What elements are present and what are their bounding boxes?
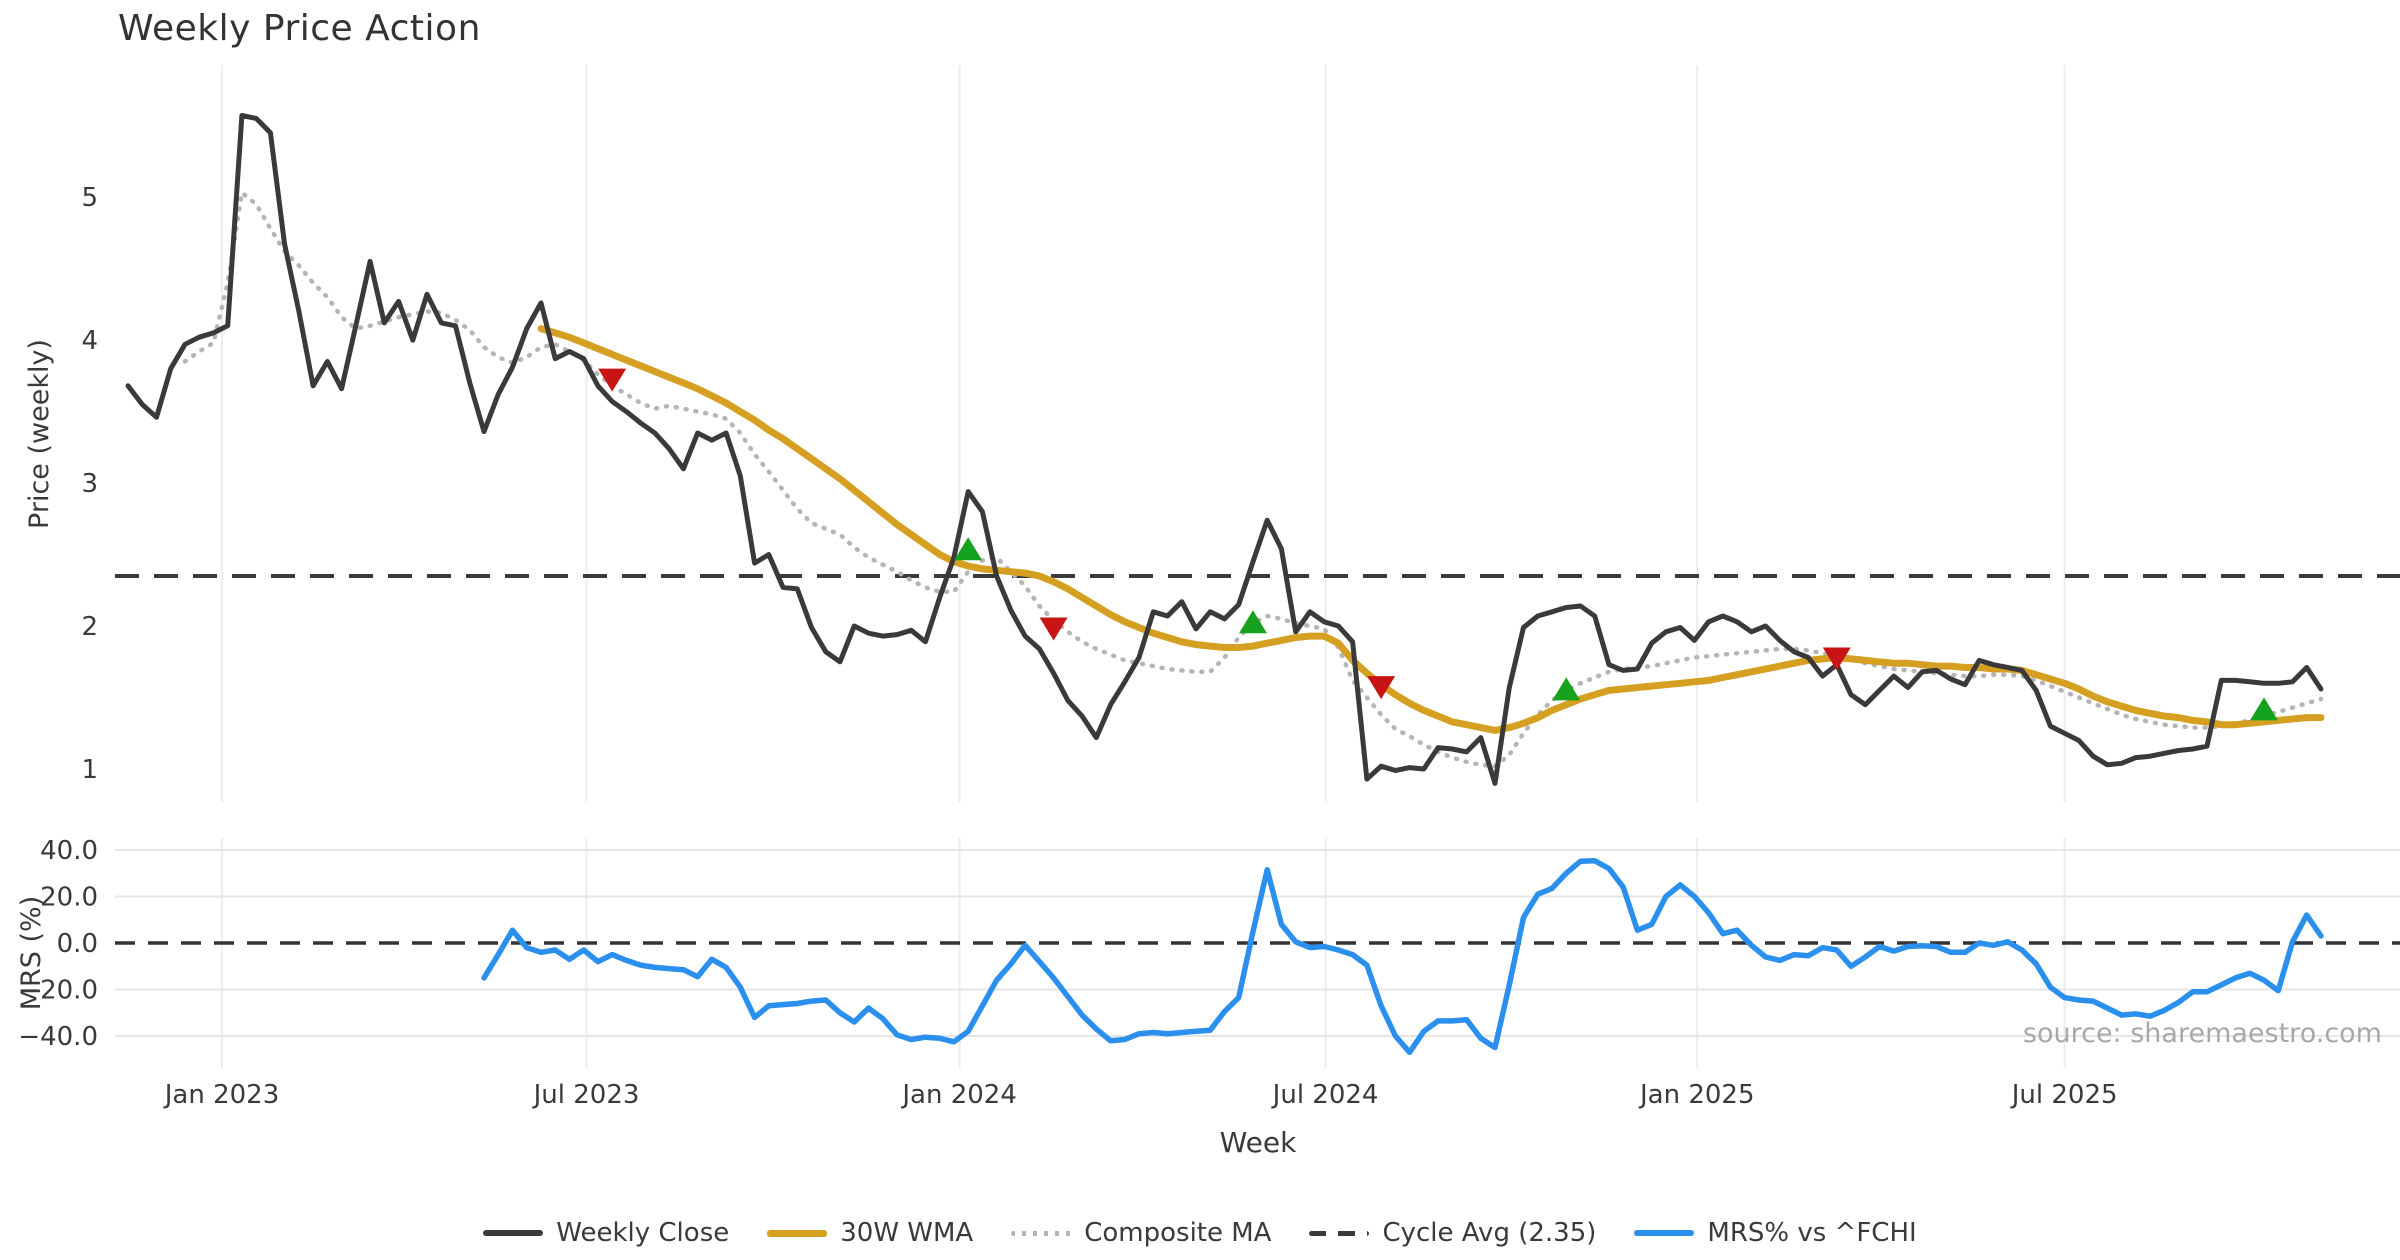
mrs-line (481, 857, 2324, 1056)
source-watermark: source: sharemaestro.com (2023, 1018, 2382, 1049)
chart-legend: Weekly Close 30W WMA Composite MA Cycle Avg… (0, 1218, 2400, 1248)
sell-marker (1367, 676, 1396, 700)
x-tick-label: Jan 2023 (163, 1080, 280, 1110)
x-axis-label: Week (1220, 1126, 1297, 1159)
price-ytick-label: 4 (81, 326, 98, 356)
x-tick-label: Jul 2023 (532, 1080, 640, 1110)
mrs-ytick-label: −20.0 (18, 976, 98, 1006)
sell-marker (1822, 647, 1851, 671)
price-ytick-label: 2 (81, 612, 98, 642)
mrs-ytick-label: 20.0 (40, 883, 98, 913)
buy-marker (1238, 610, 1267, 634)
price-ytick-label: 3 (81, 469, 98, 499)
composite-ma-line (182, 188, 2324, 769)
legend-item: Composite MA (1011, 1218, 1271, 1248)
x-tick-label: Jul 2024 (1271, 1080, 1379, 1110)
price-axis-label: Price (weekly) (24, 339, 55, 529)
legend-item: Weekly Close (483, 1218, 729, 1248)
sell-marker (598, 368, 627, 392)
legend-line-sample (1011, 1230, 1072, 1236)
wma-30w-line (537, 325, 2325, 734)
legend-line-sample (1309, 1230, 1370, 1236)
legend-label: Weekly Close (556, 1218, 730, 1248)
weekly-close-line (125, 113, 2324, 786)
buy-marker (1552, 677, 1581, 701)
legend-item: 30W WMA (767, 1218, 973, 1248)
price-ytick-label: 5 (81, 183, 98, 213)
legend-item: MRS% vs ^FCHI (1634, 1218, 1917, 1248)
legend-label: MRS% vs ^FCHI (1707, 1218, 1917, 1248)
mrs-ytick-label: −40.0 (18, 1022, 98, 1052)
legend-label: 30W WMA (840, 1218, 974, 1248)
x-tick-label: Jan 2025 (1638, 1080, 1755, 1110)
mrs-ytick-label: 0.0 (57, 929, 98, 959)
mrs-ytick-label: 40.0 (40, 836, 98, 866)
legend-item: Cycle Avg (2.35) (1309, 1218, 1596, 1248)
legend-line-sample (767, 1229, 828, 1237)
price-ytick-label: 1 (81, 755, 98, 785)
sell-marker (1039, 617, 1068, 641)
legend-line-sample (483, 1230, 544, 1236)
x-tick-label: Jul 2025 (2010, 1080, 2118, 1110)
legend-line-sample (1634, 1230, 1695, 1236)
x-tick-label: Jan 2024 (900, 1080, 1017, 1110)
chart-title: Weekly Price Action (118, 8, 481, 49)
buy-marker (2250, 697, 2278, 721)
mrs-axis-label: MRS (%) (16, 896, 47, 1011)
legend-label: Composite MA (1084, 1218, 1272, 1248)
legend-label: Cycle Avg (2.35) (1382, 1218, 1597, 1248)
buy-marker (954, 537, 983, 561)
